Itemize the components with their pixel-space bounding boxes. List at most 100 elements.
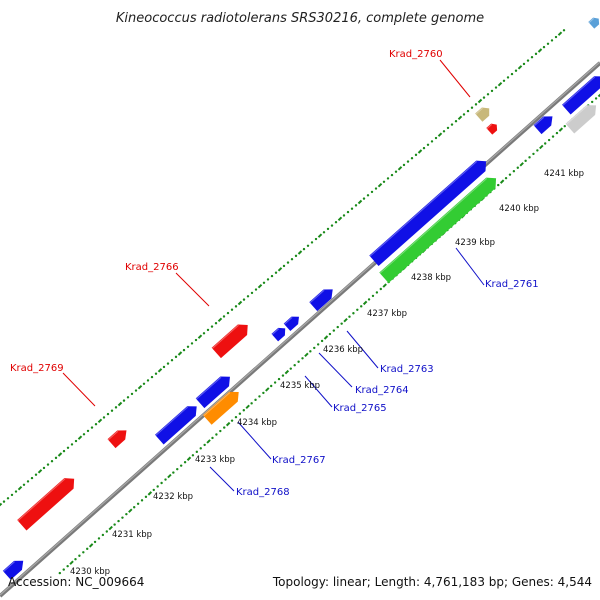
lower-track-dot xyxy=(183,461,187,464)
lower-track-dot xyxy=(270,384,273,388)
upper-track-dot xyxy=(322,231,326,234)
gene-krad-2768-body xyxy=(154,406,197,445)
upper-track-dot xyxy=(186,345,190,348)
lower-track-dot xyxy=(536,149,539,152)
upper-track-dot xyxy=(294,254,298,258)
gene-label-krad-2769[interactable]: Krad_2769 xyxy=(10,363,64,374)
upper-track-dot xyxy=(2,500,6,503)
upper-track-dot xyxy=(54,456,58,460)
gene-label-krad-2766[interactable]: Krad_2766 xyxy=(125,262,179,273)
upper-track-dot xyxy=(174,355,178,359)
gene-krad-2764-shine xyxy=(284,317,293,325)
upper-track-dot xyxy=(226,311,230,315)
upper-track-dot xyxy=(254,288,258,291)
gene-label-krad-2760[interactable]: Krad_2760 xyxy=(389,49,443,60)
lower-track-dot xyxy=(74,558,77,561)
upper-track-dot xyxy=(6,497,10,500)
gene-label-krad-2764[interactable]: Krad_2764 xyxy=(355,385,409,396)
gene-red-small xyxy=(107,430,127,449)
upper-track-dot xyxy=(210,325,214,328)
lower-track-dot xyxy=(78,554,81,557)
upper-track-dot xyxy=(526,59,530,62)
lower-track-dot xyxy=(203,443,206,447)
upper-track-dot xyxy=(402,163,406,167)
lower-track-dot xyxy=(289,367,292,370)
gene-label-krad-2765[interactable]: Krad_2765 xyxy=(333,403,387,414)
gene-features xyxy=(2,17,600,580)
gene-red-tiny-body xyxy=(486,123,498,135)
upper-track-dot xyxy=(314,237,318,241)
upper-track-major-tick xyxy=(277,267,283,272)
lower-track-dot xyxy=(508,173,512,176)
kbp-label: 4237 kbp xyxy=(367,309,407,319)
lower-track-dot xyxy=(528,156,531,159)
upper-track-dot xyxy=(386,177,390,180)
gene-krad-2768 xyxy=(154,406,197,445)
gene-label-krad-2763[interactable]: Krad_2763 xyxy=(380,364,434,375)
upper-track-dot xyxy=(506,76,510,79)
gene-krad-2760 xyxy=(475,107,490,122)
gene-krad-2767-body xyxy=(202,391,239,425)
lower-track-dot xyxy=(97,537,101,540)
gene-lightblue-corner-body xyxy=(588,17,600,29)
upper-track-dot xyxy=(326,227,330,231)
upper-track-dot xyxy=(454,120,458,123)
upper-track-dot xyxy=(306,244,310,247)
kbp-label: 4233 kbp xyxy=(195,455,235,465)
upper-track-dot xyxy=(394,170,398,173)
gene-label-krad-2761[interactable]: Krad_2761 xyxy=(485,279,539,290)
gene-blue-bottom-body xyxy=(2,560,24,580)
lower-track-dot xyxy=(379,287,382,291)
upper-track-dot xyxy=(214,322,218,325)
upper-track-dot xyxy=(50,460,54,463)
lower-track-dot xyxy=(497,183,500,187)
upper-track-major-tick xyxy=(317,233,323,238)
lower-track-major-tick xyxy=(558,127,564,132)
kbp-label: 4232 kbp xyxy=(153,492,193,502)
gene-label-krad-2768[interactable]: Krad_2768 xyxy=(236,487,290,498)
lower-track-dot xyxy=(238,412,242,415)
upper-track-major-tick xyxy=(137,384,143,390)
lower-track-dot xyxy=(297,360,300,363)
upper-track-dot xyxy=(470,106,474,109)
upper-track-dot xyxy=(154,372,158,375)
gene-gray-edge-shine xyxy=(565,105,588,125)
lower-track-dot xyxy=(504,176,508,180)
gene-red-small-shine xyxy=(107,430,119,441)
upper-track-dot xyxy=(182,348,186,352)
lower-track-dot xyxy=(144,495,148,499)
gene-red-tiny xyxy=(486,123,498,135)
lower-track-dot xyxy=(211,436,214,440)
upper-track-dot xyxy=(14,490,18,493)
upper-track-dot xyxy=(46,463,50,466)
lower-track-major-tick xyxy=(186,456,192,461)
lower-track-dot xyxy=(234,415,238,419)
upper-track-major-tick xyxy=(337,216,343,222)
gene-krad-2763 xyxy=(309,289,333,312)
lower-track-major-tick xyxy=(539,144,544,150)
gene-lightblue-corner xyxy=(588,17,600,29)
upper-track-major-tick xyxy=(17,485,23,491)
label-connectors xyxy=(62,59,485,492)
lower-track-dot xyxy=(512,170,516,173)
lower-track-major-tick xyxy=(343,317,348,323)
lower-track-dot xyxy=(133,506,136,509)
gene-blue-upper xyxy=(195,376,230,409)
lower-track-major-tick xyxy=(265,387,270,392)
upper-track-dot xyxy=(434,136,438,140)
upper-track-dot xyxy=(430,140,434,143)
upper-track-dot xyxy=(534,52,538,56)
lower-track-dot xyxy=(121,516,124,519)
gene-krad-2766-shine xyxy=(211,324,239,349)
upper-track-dot xyxy=(286,261,290,264)
gene-krad-2761-body xyxy=(379,177,497,284)
upper-track-dot xyxy=(242,298,246,301)
upper-track-major-tick xyxy=(497,81,503,87)
gene-label-krad-2767[interactable]: Krad_2767 xyxy=(272,455,326,466)
upper-track-dot xyxy=(134,389,138,392)
upper-track-major-tick xyxy=(0,502,3,507)
lower-track-dot xyxy=(320,339,324,343)
kbp-label: 4231 kbp xyxy=(112,530,152,540)
upper-track-dot xyxy=(34,473,38,476)
connector-krad-2768 xyxy=(209,466,235,492)
